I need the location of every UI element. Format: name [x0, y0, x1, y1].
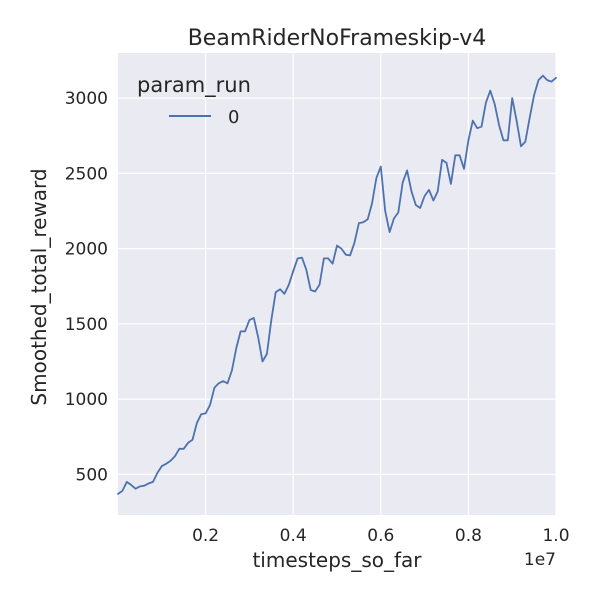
- x-tick-label: 0.8: [455, 526, 482, 546]
- x-tick-label: 0.6: [367, 526, 394, 546]
- legend-entry-label: 0: [228, 107, 239, 128]
- y-tick-label: 2500: [65, 164, 108, 184]
- x-axis-offset-label: 1e7: [524, 550, 556, 570]
- y-tick-label: 500: [76, 465, 108, 485]
- legend-title: param_run: [137, 73, 251, 98]
- legend: param_run 0: [137, 73, 251, 128]
- y-axis-label: Smoothed_total_reward: [27, 168, 51, 405]
- x-axis-label: timesteps_so_far: [252, 548, 422, 572]
- x-tick-label: 1.0: [542, 526, 569, 546]
- y-tick-label: 1000: [65, 390, 108, 410]
- x-tick-label: 0.2: [192, 526, 219, 546]
- chart-title: BeamRiderNoFrameskip-v4: [188, 26, 487, 51]
- y-tick-label: 1500: [65, 315, 108, 335]
- x-tick-label: 0.4: [280, 526, 307, 546]
- series-line-0: [117, 74, 557, 495]
- tick-labels: 0.2 0.4 0.6 0.8 1.0 500 1000 1500 2000 2500 3000: [65, 89, 570, 546]
- plot-area: [118, 53, 556, 515]
- data-layer: [117, 74, 557, 495]
- y-tick-label: 3000: [65, 89, 108, 109]
- y-tick-label: 2000: [65, 240, 108, 260]
